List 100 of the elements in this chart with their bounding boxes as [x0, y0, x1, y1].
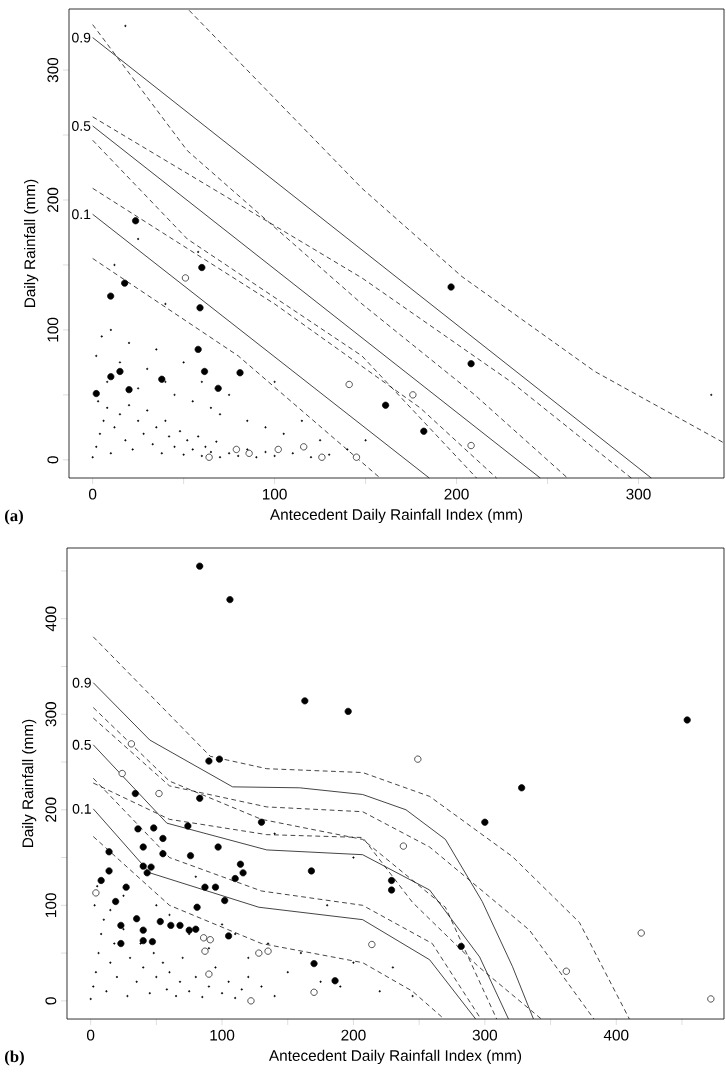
series-label: 0.5	[72, 739, 91, 750]
x-tick-label: 0	[87, 1029, 95, 1041]
point	[107, 373, 115, 381]
point	[155, 790, 163, 798]
point	[201, 883, 209, 891]
point	[447, 283, 455, 291]
point	[214, 843, 222, 851]
point	[236, 860, 244, 868]
point	[245, 449, 253, 457]
point	[148, 938, 156, 946]
point	[176, 921, 184, 929]
point	[184, 822, 192, 830]
y-tick-label: 0	[45, 997, 57, 1005]
point	[211, 883, 220, 891]
y-tick-label: 400	[45, 606, 57, 632]
y-tick-label: 200	[47, 187, 59, 212]
point	[562, 967, 570, 975]
point	[707, 995, 715, 1003]
point	[118, 769, 126, 778]
y-axis-title: Daily Rainfall (mm)	[23, 179, 39, 307]
point	[196, 304, 204, 312]
point	[117, 940, 125, 948]
point	[239, 869, 247, 877]
x-tick-label: 100	[210, 1029, 235, 1041]
point	[226, 596, 234, 604]
point	[92, 390, 100, 398]
point	[274, 445, 282, 453]
point	[139, 862, 147, 870]
point	[92, 889, 100, 897]
point	[467, 360, 475, 368]
y-tick-label: 300	[45, 702, 57, 727]
point	[143, 869, 151, 877]
point	[214, 384, 222, 392]
point	[205, 453, 213, 461]
point	[107, 292, 115, 300]
point	[310, 960, 318, 968]
point	[247, 997, 255, 1005]
point	[159, 834, 167, 842]
point	[215, 755, 223, 763]
x-tick-label: 100	[262, 488, 287, 500]
point	[139, 926, 147, 934]
point	[147, 863, 155, 871]
point	[331, 977, 339, 985]
point	[159, 850, 167, 858]
y-tick-label: 100	[45, 893, 57, 917]
point	[200, 934, 208, 942]
point	[225, 932, 233, 940]
point	[205, 970, 213, 978]
point	[131, 790, 139, 798]
x-tick-label: 300	[626, 488, 651, 500]
y-tick-label: 300	[47, 57, 59, 83]
x-axis-title: Antecedent Daily Rainfall Index (mm)	[269, 508, 523, 524]
point	[139, 937, 147, 945]
x-tick-label: 200	[444, 488, 469, 500]
point	[352, 453, 361, 461]
point	[307, 867, 315, 875]
point	[368, 940, 376, 949]
point	[264, 947, 272, 955]
point	[344, 707, 352, 715]
point	[196, 794, 204, 802]
point	[399, 842, 407, 850]
series-label: 0.1	[72, 209, 91, 220]
point	[205, 757, 213, 765]
text: (a)	[5, 509, 23, 525]
point	[206, 936, 214, 944]
point	[300, 443, 308, 451]
point	[186, 852, 195, 860]
x-tick-label: 400	[603, 1029, 629, 1041]
point	[125, 386, 133, 394]
point	[481, 818, 489, 826]
point	[388, 886, 396, 894]
point	[117, 921, 125, 929]
point	[409, 391, 417, 399]
point	[301, 697, 309, 705]
series-label: 0.5	[72, 120, 91, 131]
point	[196, 562, 204, 570]
point	[167, 921, 175, 929]
point	[457, 942, 465, 950]
point	[105, 867, 113, 875]
x-tick-label: 0	[88, 488, 97, 500]
series-label: 0.9	[72, 32, 91, 43]
point	[388, 876, 396, 885]
point	[414, 755, 422, 763]
point	[198, 264, 206, 272]
point	[127, 740, 135, 748]
point	[181, 274, 189, 282]
point	[133, 915, 141, 923]
point	[156, 918, 164, 926]
point	[420, 427, 428, 435]
point	[201, 367, 209, 376]
point	[193, 903, 201, 911]
x-tick-label: 300	[472, 1029, 498, 1041]
point	[112, 897, 120, 906]
point	[201, 947, 209, 955]
text: (b)	[5, 1050, 24, 1066]
point	[192, 925, 200, 933]
point	[637, 929, 645, 937]
point	[518, 784, 526, 792]
point	[121, 279, 129, 287]
point	[257, 818, 266, 826]
